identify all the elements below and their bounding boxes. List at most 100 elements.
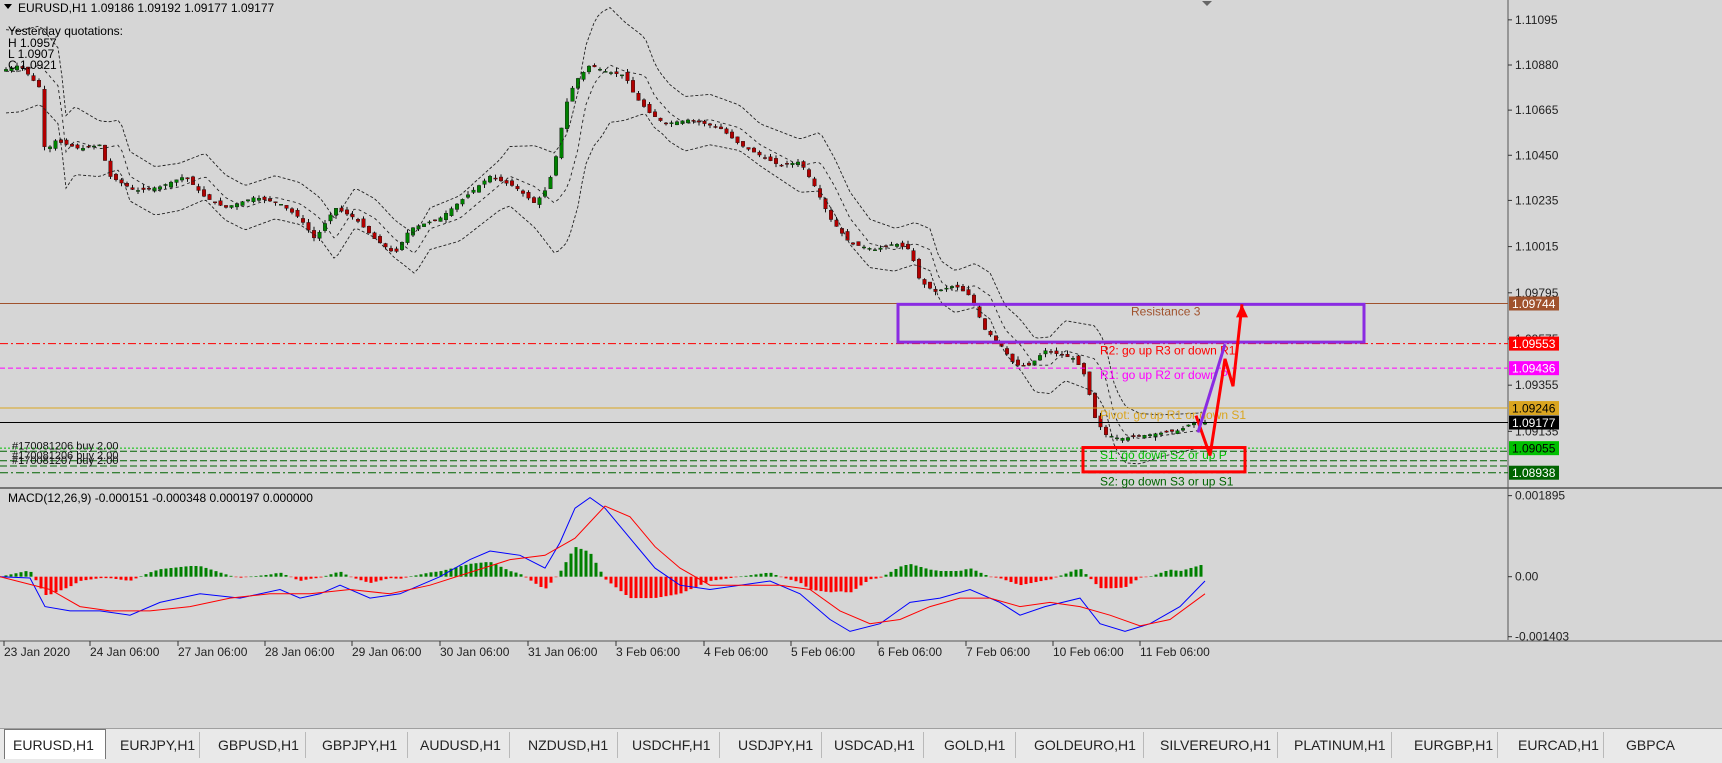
macd-histogram-bar (1139, 576, 1143, 578)
candle-body (394, 248, 399, 252)
macd-histogram-bar (204, 567, 208, 577)
macd-histogram-bar (564, 562, 568, 577)
candle-body (130, 187, 135, 190)
macd-histogram-bar (184, 566, 188, 577)
candle-body (785, 163, 790, 165)
tab-gbpusd[interactable]: GBPUSD,H1 (210, 732, 306, 758)
macd-histogram-bar (824, 576, 828, 592)
candle-body (449, 208, 454, 216)
macd-histogram-bar (279, 572, 283, 577)
macd-histogram-bar (474, 563, 478, 577)
macd-histogram-bar (404, 576, 408, 578)
candle-body (691, 120, 696, 122)
tab-usdcad[interactable]: USDCAD,H1 (826, 732, 924, 758)
candle-body (1136, 435, 1141, 437)
candle-body (372, 232, 377, 239)
time-tick-label: 28 Jan 06:00 (265, 645, 335, 659)
candle-body (988, 331, 993, 336)
candle-body (405, 232, 410, 243)
candle-body (339, 207, 344, 212)
macd-histogram-bar (1069, 571, 1073, 577)
tab-silvereuro[interactable]: SILVEREURO,H1 (1152, 732, 1278, 758)
chart-menu-icon[interactable] (4, 4, 12, 9)
candle-body (1142, 435, 1147, 439)
macd-histogram-bar (254, 576, 258, 577)
macd-tick-label: -0.001403 (1515, 630, 1569, 644)
tab-nzdusd[interactable]: NZDUSD,H1 (520, 732, 618, 758)
macd-signal-line (0, 505, 1206, 627)
candle-body (587, 65, 592, 73)
macd-histogram-bar (89, 576, 93, 580)
macd-histogram-bar (614, 576, 618, 588)
tab-eurgbp[interactable]: EURGBP,H1 (1406, 732, 1498, 758)
candle-body (257, 198, 262, 201)
tab-audusd[interactable]: AUDUSD,H1 (412, 732, 510, 758)
candle-body (752, 147, 757, 153)
macd-histogram-bar (889, 571, 893, 577)
level-price-label-resistance3: 1.09744 (1512, 297, 1556, 311)
candle-body (1153, 433, 1158, 438)
tab-gbpjpy[interactable]: GBPJPY,H1 (314, 732, 408, 758)
macd-histogram-bar (189, 565, 193, 577)
macd-histogram-bar (424, 573, 428, 577)
macd-histogram-bar (59, 576, 63, 591)
candle-body (818, 188, 823, 198)
macd-histogram-bar (1084, 574, 1088, 577)
macd-histogram-bar (164, 568, 168, 577)
candle-body (268, 198, 273, 202)
macd-histogram-bar (964, 569, 968, 577)
macd-histogram-bar (639, 576, 643, 599)
candle-body (939, 289, 944, 292)
tab-eurusd[interactable]: EURUSD,H1 (4, 729, 106, 759)
candle-body (609, 72, 614, 74)
candle-body (702, 120, 707, 124)
candle-body (97, 144, 102, 147)
candle-body (37, 80, 42, 88)
tab-usdchf[interactable]: USDCHF,H1 (624, 732, 720, 758)
candle-body (328, 214, 333, 222)
macd-histogram-bar (524, 576, 528, 578)
macd-histogram-bar (684, 576, 688, 592)
candle-body (367, 226, 372, 234)
candle-body (455, 203, 460, 210)
macd-histogram-bar (339, 571, 343, 577)
tab-platinum[interactable]: PLATINUM,H1 (1286, 732, 1392, 758)
tab-eurcad[interactable]: EURCAD,H1 (1510, 732, 1604, 758)
macd-histogram-bar (1154, 574, 1158, 577)
tab-gold[interactable]: GOLD,H1 (936, 732, 1016, 758)
order-label: #170081206 buy 2.00 (12, 450, 118, 462)
tab-goldeuro[interactable]: GOLDEURO,H1 (1026, 732, 1144, 758)
tab-gbpca[interactable]: GBPCA (1626, 737, 1676, 753)
macd-histogram-bar (29, 571, 33, 577)
macd-histogram-bar (494, 564, 498, 577)
price-tick-label: 1.09795 (1515, 286, 1559, 300)
candle-body (636, 93, 641, 101)
tab-usdjpy[interactable]: USDJPY,H1 (730, 732, 822, 758)
red-arrow-head (1236, 304, 1248, 318)
candle-body (548, 177, 553, 189)
macd-histogram-bar (739, 576, 743, 578)
candle-body (48, 146, 53, 149)
macd-histogram-bar (414, 575, 418, 577)
macd-histogram-bar (729, 576, 733, 578)
candle-body (411, 227, 416, 236)
macd-histogram-bar (789, 576, 793, 580)
macd-histogram-bar (319, 576, 323, 578)
candle-body (42, 89, 47, 147)
macd-histogram-bar (604, 576, 608, 580)
macd-histogram-bar (229, 575, 233, 577)
macd-histogram-bar (99, 576, 103, 579)
chart-canvas[interactable]: 1.11095 1.10880 1.10665 1.10450 1.10235 1.100… (0, 0, 1722, 728)
time-tick-label: 30 Jan 06:00 (440, 645, 510, 659)
level-price-tag-s1 (1509, 441, 1559, 456)
macd-histogram-bar (199, 566, 203, 577)
macd-histogram-bar (464, 564, 468, 577)
macd-histogram-bar (109, 576, 113, 579)
candle-body (345, 209, 350, 215)
candle-body (389, 248, 394, 252)
macd-histogram-bar (389, 576, 393, 579)
tab-eurjpy[interactable]: EURJPY,H1 (112, 732, 200, 758)
candle-body (91, 145, 96, 148)
candle-body (174, 179, 179, 183)
candle-body (26, 66, 31, 75)
